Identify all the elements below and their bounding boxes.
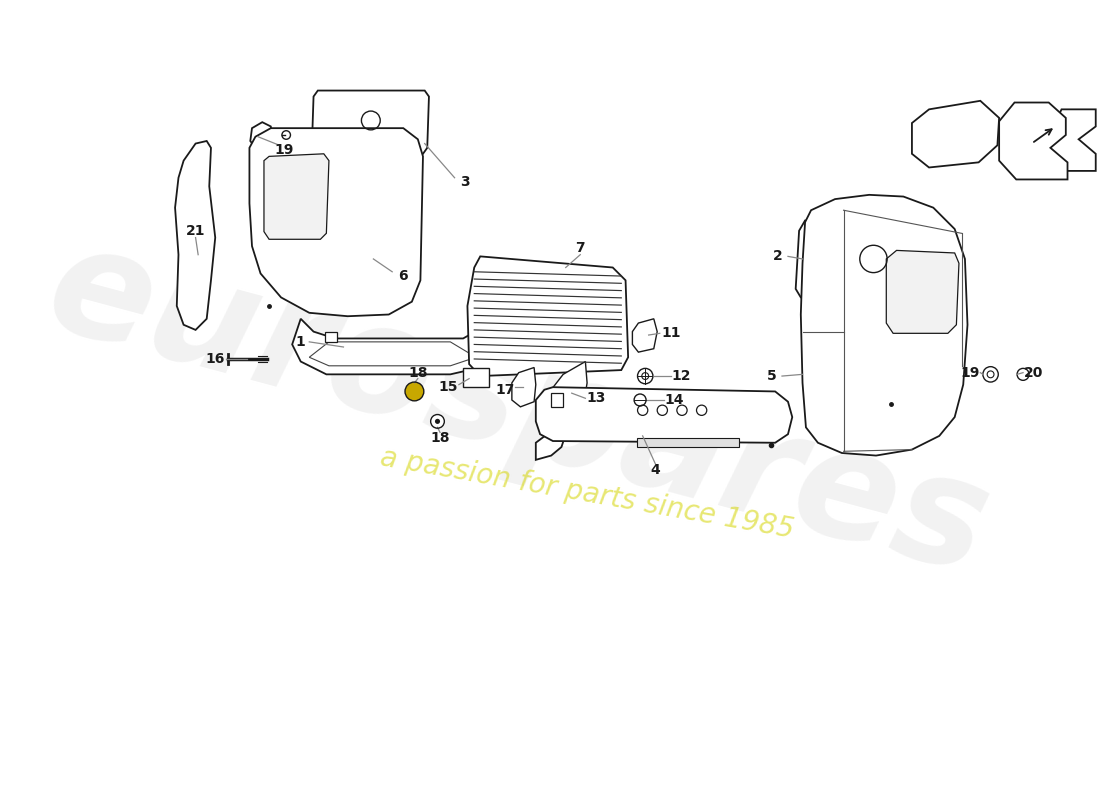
Polygon shape: [311, 90, 429, 154]
Text: eurospares: eurospares: [33, 211, 1004, 606]
Text: a passion for parts since 1985: a passion for parts since 1985: [378, 444, 796, 544]
Polygon shape: [468, 256, 628, 376]
Text: 5: 5: [767, 369, 777, 383]
Text: 17: 17: [495, 382, 515, 397]
Text: 2: 2: [773, 250, 782, 263]
Polygon shape: [536, 387, 792, 442]
Polygon shape: [293, 310, 497, 374]
Polygon shape: [1047, 110, 1096, 171]
Text: 18: 18: [408, 366, 428, 380]
Polygon shape: [795, 221, 910, 298]
Text: 12: 12: [671, 369, 691, 383]
Polygon shape: [801, 195, 968, 455]
Text: 11: 11: [661, 326, 681, 340]
Polygon shape: [463, 367, 488, 387]
Text: 20: 20: [1024, 366, 1043, 380]
Polygon shape: [175, 141, 216, 330]
Text: 19: 19: [960, 366, 980, 380]
Text: 18: 18: [430, 431, 450, 446]
Text: 6: 6: [398, 269, 408, 283]
Text: 7: 7: [575, 241, 585, 255]
Polygon shape: [632, 318, 657, 352]
Polygon shape: [324, 332, 338, 342]
Polygon shape: [637, 438, 739, 447]
Text: 21: 21: [186, 224, 206, 238]
Circle shape: [431, 414, 444, 428]
Text: 14: 14: [664, 393, 684, 407]
Circle shape: [434, 419, 440, 424]
Text: 15: 15: [439, 380, 459, 394]
Polygon shape: [536, 396, 565, 460]
Polygon shape: [264, 154, 329, 239]
Text: 13: 13: [586, 391, 605, 406]
Polygon shape: [887, 250, 959, 334]
Text: 1: 1: [296, 335, 306, 349]
Text: 16: 16: [206, 352, 224, 366]
Circle shape: [405, 382, 424, 401]
Polygon shape: [551, 393, 563, 407]
Polygon shape: [551, 362, 587, 419]
Polygon shape: [912, 101, 999, 167]
Text: 19: 19: [274, 143, 294, 158]
Text: 4: 4: [650, 463, 660, 477]
Text: 3: 3: [460, 175, 470, 189]
Polygon shape: [251, 122, 273, 148]
Polygon shape: [999, 102, 1067, 179]
Polygon shape: [512, 367, 536, 407]
Polygon shape: [250, 128, 424, 316]
